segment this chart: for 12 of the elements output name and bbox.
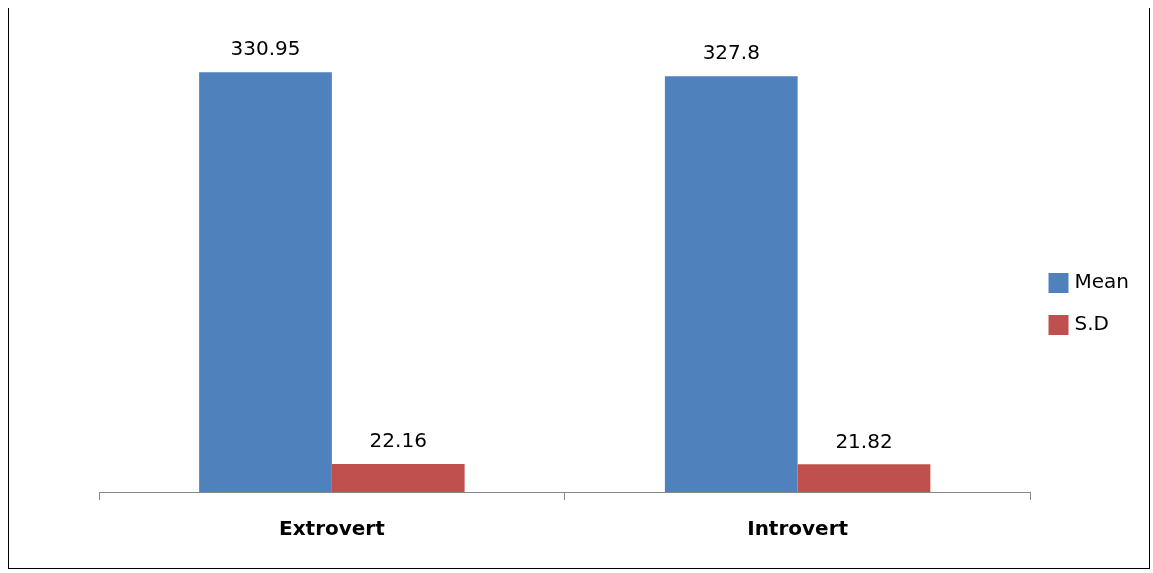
data-label: 327.8 [702, 40, 760, 65]
legend-label: S.D [1074, 311, 1109, 336]
data-label: 330.95 [230, 36, 301, 61]
data-label: 21.82 [835, 428, 893, 453]
x-tick-label: Introvert [747, 516, 849, 541]
bar [331, 463, 465, 492]
bar [664, 76, 798, 492]
bar [797, 464, 931, 492]
legend-label: Mean [1074, 269, 1130, 294]
x-tick-label: Extrovert [278, 516, 386, 541]
data-label: 22.16 [369, 428, 427, 453]
bar [199, 72, 332, 492]
